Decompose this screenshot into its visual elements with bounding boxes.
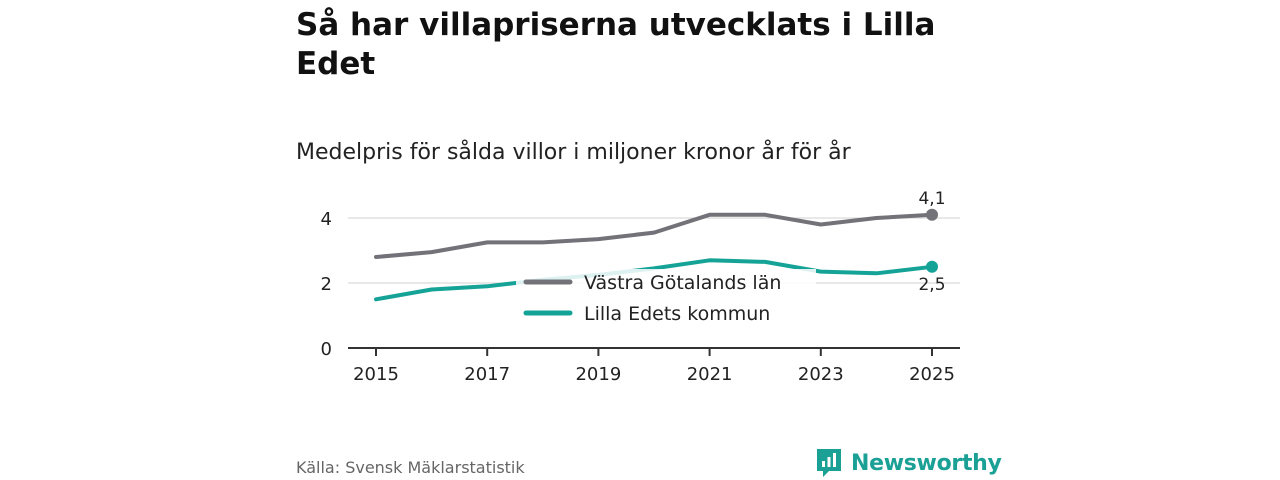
legend-item-lilla-edet-label: Lilla Edets kommun — [584, 303, 770, 325]
y-tick-label: 2 — [321, 274, 332, 295]
x-tick-label: 2025 — [909, 364, 955, 385]
data-point — [926, 208, 938, 221]
end-value-label: 4,1 — [918, 189, 945, 209]
end-value-label: 2,5 — [918, 275, 945, 295]
legend-item-vastra-gotaland-label: Västra Götalands län — [584, 272, 781, 294]
data-point — [926, 260, 938, 273]
x-tick-label: 2017 — [464, 364, 510, 385]
brand-name: Newsworthy — [851, 450, 1002, 476]
chart-title: Så har villapriserna utvecklats i Lilla … — [296, 7, 936, 82]
newsworthy-logo[interactable]: Newsworthy — [815, 447, 1002, 479]
x-tick-label: 2019 — [575, 364, 621, 385]
series-line-lilla-edet — [374, 258, 934, 302]
source-note: Källa: Svensk Mäklarstatistik — [296, 458, 525, 477]
series-line-vastra-gotaland — [374, 212, 934, 259]
y-tick-label: 0 — [321, 339, 332, 360]
chart-subtitle: Medelpris för sålda villor i miljoner kr… — [296, 140, 851, 165]
x-tick-label: 2023 — [798, 364, 844, 385]
x-tick-label: 2015 — [353, 364, 399, 385]
newsworthy-logo-icon — [817, 449, 841, 477]
y-tick-label: 4 — [321, 209, 332, 230]
x-tick-label: 2021 — [687, 364, 733, 385]
